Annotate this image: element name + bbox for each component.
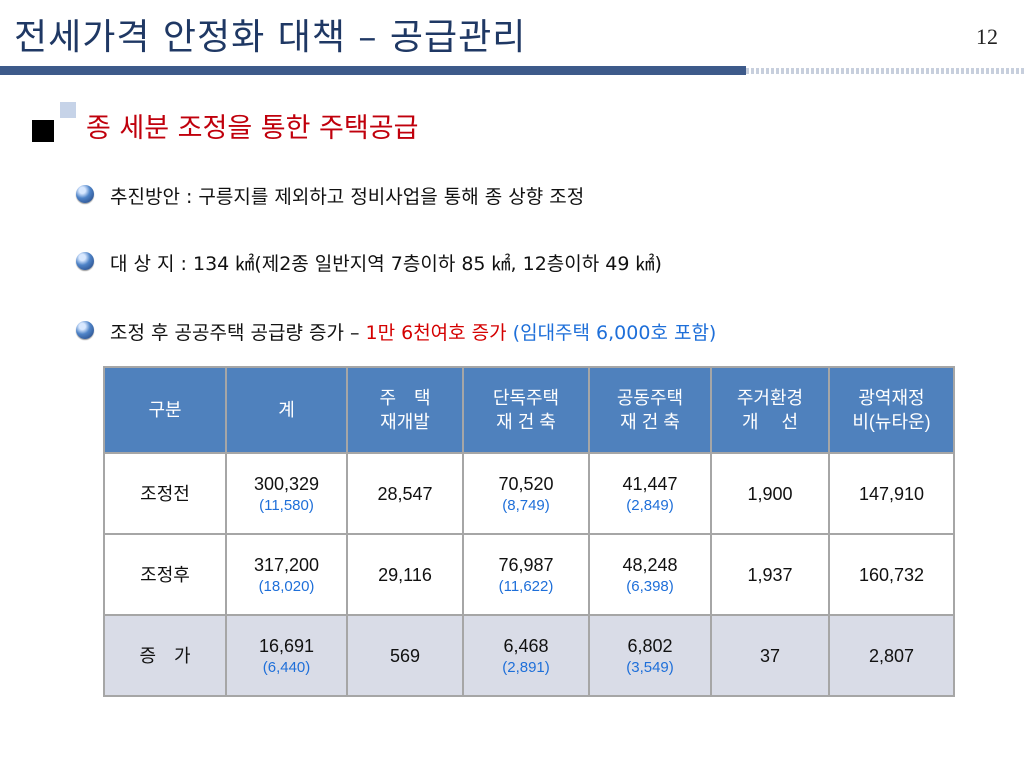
cell-subvalue: (11,580) <box>259 496 314 514</box>
cell-subvalue: (11,622) <box>498 577 554 595</box>
table-cell: 147,910 <box>828 452 955 535</box>
table-cell: 70,520 (8,749) <box>462 452 590 535</box>
cell-value: 147,910 <box>858 483 925 504</box>
cell-subvalue: (18,020) <box>258 577 315 595</box>
table-header-cell: 단독주택 재 건 축 <box>462 366 590 454</box>
table-row: 조정후 317,200 (18,020) 29,116 76,987 (11,622) 48… <box>103 533 955 616</box>
cell-subvalue: (6,440) <box>262 658 311 676</box>
increase-prefix: 조정 후 공공주택 공급량 증가 – <box>110 322 366 344</box>
row-label: 조정후 <box>103 533 227 616</box>
section-title: 종 세분 조정을 통한 주택공급 <box>86 113 419 144</box>
table-row: 증 가 16,691 (6,440) 569 6,468 (2,891) 6,802 (3,5… <box>103 614 955 697</box>
title-underline-bar <box>0 66 746 75</box>
table-cell: 569 <box>346 614 464 697</box>
table-cell: 37 <box>710 614 830 697</box>
table-cell: 160,732 <box>828 533 955 616</box>
table-cell: 1,900 <box>710 452 830 535</box>
table-cell: 41,447 (2,849) <box>588 452 712 535</box>
cell-value: 16,691 <box>258 635 315 656</box>
cell-value: 29,116 <box>378 564 432 585</box>
cell-value: 6,468 <box>503 635 549 656</box>
table-header-cell: 공동주택 재 건 축 <box>588 366 712 454</box>
supply-table: 구분 계 주 택 재개발 단독주택 재 건 축 공동주택 재 건 축 주거환경 개 선 광역재정 비(… <box>103 366 955 697</box>
table-cell: 29,116 <box>346 533 464 616</box>
row-label: 조정전 <box>103 452 227 535</box>
cell-value: 28,547 <box>377 483 433 504</box>
cell-value: 6,802 <box>627 635 673 656</box>
table-header-cell: 구분 <box>103 366 227 454</box>
cell-value: 1,937 <box>747 564 793 585</box>
table-cell: 76,987 (11,622) <box>462 533 590 616</box>
cell-value: 48,248 <box>622 554 678 575</box>
cell-value: 300,329 <box>253 473 320 494</box>
cell-value: 160,732 <box>858 564 925 585</box>
table-header-cell: 주 택 재개발 <box>346 366 464 454</box>
row-label: 증 가 <box>103 614 227 697</box>
cell-value: 41,447 <box>622 473 678 494</box>
increase-highlight: 1만 6천여호 증가 <box>365 322 507 344</box>
cell-subvalue: (2,891) <box>502 658 550 676</box>
cell-subvalue: (8,749) <box>502 496 550 514</box>
table-header-cell: 주거환경 개 선 <box>710 366 830 454</box>
cell-subvalue: (6,398) <box>626 577 674 595</box>
cell-value: 37 <box>759 645 781 666</box>
table-cell: 16,691 (6,440) <box>225 614 348 697</box>
orb-bullet-icon <box>76 252 94 270</box>
table-cell: 2,807 <box>828 614 955 697</box>
table-header-row: 구분 계 주 택 재개발 단독주택 재 건 축 공동주택 재 건 축 주거환경 개 선 광역재정 비(… <box>103 366 955 454</box>
table-cell: 28,547 <box>346 452 464 535</box>
title-underline-pattern <box>746 68 1024 74</box>
bullet-target-text: 대 상 지 : 134 ㎢(제2종 일반지역 7층이하 85 ㎢, 12층이하 … <box>110 253 662 275</box>
table-cell: 48,248 (6,398) <box>588 533 712 616</box>
cell-value: 76,987 <box>498 554 554 575</box>
cell-subvalue: (2,849) <box>626 496 674 514</box>
cell-value: 1,900 <box>747 483 793 504</box>
bullet-plan-text: 추진방안 : 구릉지를 제외하고 정비사업을 통해 종 상향 조정 <box>110 186 585 208</box>
table-cell: 1,937 <box>710 533 830 616</box>
table-cell: 6,468 (2,891) <box>462 614 590 697</box>
slide-title: 전세가격 안정화 대책 – 공급관리 <box>14 17 527 58</box>
orb-bullet-icon <box>76 185 94 203</box>
cell-value: 317,200 <box>253 554 320 575</box>
square-bullet-icon <box>32 120 54 142</box>
page-number: 12 <box>976 24 998 49</box>
section-heading: 종 세분 조정을 통한 주택공급 <box>30 102 570 146</box>
orb-bullet-icon <box>76 321 94 339</box>
cell-value: 569 <box>389 645 421 666</box>
cell-value: 70,520 <box>498 473 554 494</box>
table-cell: 6,802 (3,549) <box>588 614 712 697</box>
table-cell: 300,329 (11,580) <box>225 452 348 535</box>
bullet-increase-text: 조정 후 공공주택 공급량 증가 – 1만 6천여호 증가 (임대주택 6,00… <box>110 318 716 345</box>
table-cell: 317,200 (18,020) <box>225 533 348 616</box>
increase-note: (임대주택 6,000호 포함) <box>506 322 717 344</box>
table-header-cell: 광역재정 비(뉴타운) <box>828 366 955 454</box>
cell-subvalue: (3,549) <box>626 658 674 676</box>
table-header-cell: 계 <box>225 366 348 454</box>
cell-value: 2,807 <box>868 645 915 666</box>
table-row: 조정전 300,329 (11,580) 28,547 70,520 (8,749) 41,… <box>103 452 955 535</box>
square-bullet-shadow-icon <box>60 102 76 118</box>
